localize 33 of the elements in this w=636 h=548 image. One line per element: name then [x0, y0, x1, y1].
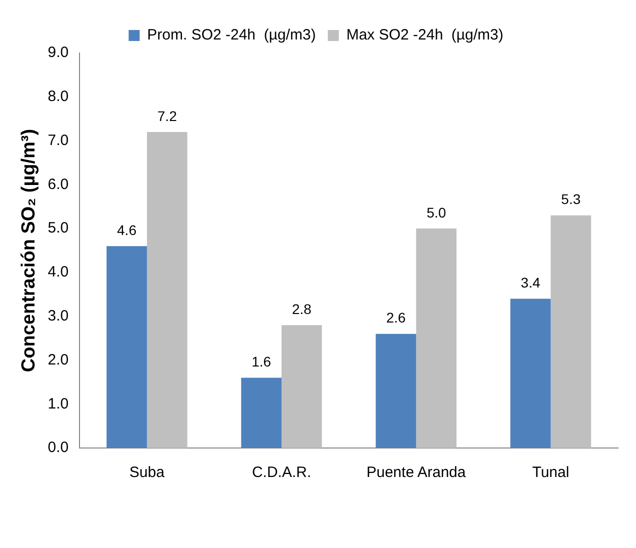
x-tick-label: Puente Aranda [366, 464, 466, 482]
bar [106, 246, 147, 448]
bar [282, 325, 322, 448]
data-label: 7.2 [157, 108, 178, 124]
bar [241, 378, 282, 448]
bar [510, 298, 551, 448]
y-tick-label: 0.0 [48, 439, 69, 456]
y-tick-label: 8.0 [48, 88, 69, 106]
x-tick-label: Suba [129, 464, 166, 482]
legend-label: Max SO2 -24h (µg/m3) [346, 26, 504, 44]
bar [416, 228, 456, 448]
data-label: 3.4 [520, 274, 540, 291]
x-tick-label: Tunal [532, 464, 570, 482]
bar [550, 215, 592, 448]
y-tick-label: 6.0 [48, 176, 69, 193]
y-tick-label: 5.0 [48, 220, 69, 237]
y-tick-label: 2.0 [48, 351, 69, 368]
data-label: 2.8 [292, 300, 312, 317]
data-label: 5.3 [561, 191, 581, 208]
data-label: 4.6 [117, 222, 137, 238]
y-axis-title: Concentración SO₂ (µg/m³) [18, 128, 40, 372]
x-tick-label: C.D.A.R. [252, 464, 312, 482]
bar [146, 132, 188, 448]
data-label: 1.6 [252, 354, 272, 370]
bar [376, 334, 416, 448]
legend-label: Prom. SO2 -24h (µg/m3) [147, 26, 316, 44]
data-label: 5.0 [426, 204, 446, 220]
y-tick-label: 4.0 [48, 264, 69, 281]
y-tick-label: 9.0 [48, 44, 69, 62]
y-tick-label: 7.0 [48, 132, 69, 149]
data-label: 2.6 [386, 310, 406, 326]
y-tick-label: 1.0 [48, 395, 69, 412]
y-tick-label: 3.0 [48, 307, 69, 324]
